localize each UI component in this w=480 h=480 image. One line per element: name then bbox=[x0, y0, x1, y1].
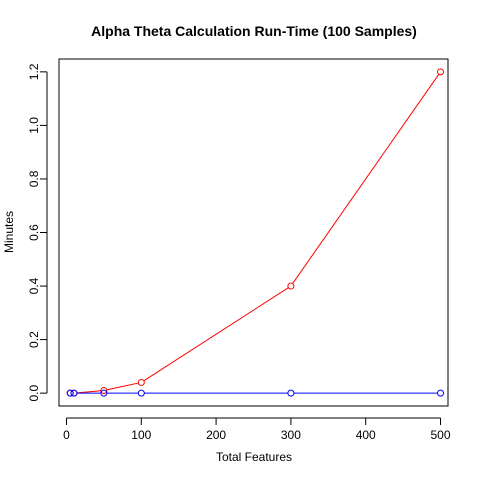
x-tick-label: 200 bbox=[206, 428, 226, 442]
x-tick-label: 400 bbox=[356, 428, 376, 442]
series-1-point bbox=[137, 389, 145, 397]
y-tick-label: 1.0 bbox=[27, 117, 41, 134]
series-0-segment bbox=[143, 287, 289, 382]
x-axis: 0 100 200 300 400 500 bbox=[63, 417, 451, 442]
series-1-point bbox=[100, 389, 108, 397]
series-1-point bbox=[437, 389, 445, 397]
y-tick-label: 0.8 bbox=[27, 170, 41, 187]
series-0-point bbox=[437, 68, 445, 76]
series-0-segment bbox=[292, 74, 440, 284]
series-0-segment bbox=[106, 382, 139, 391]
y-tick-label: 1.2 bbox=[27, 63, 41, 80]
x-tick-label: 0 bbox=[63, 428, 70, 442]
plot-frame bbox=[58, 58, 449, 407]
series-0-point bbox=[100, 386, 108, 394]
x-tick-label: 300 bbox=[281, 428, 301, 442]
series-0-segment bbox=[76, 390, 101, 394]
y-tick-label: 0.6 bbox=[27, 224, 41, 241]
y-axis: 0.0 0.2 0.4 0.6 0.8 1.0 1.2 bbox=[27, 63, 48, 401]
x-tick-label: 500 bbox=[431, 428, 451, 442]
series-points bbox=[66, 68, 445, 397]
x-tick-label: 100 bbox=[131, 428, 151, 442]
series-0-point bbox=[287, 282, 295, 290]
y-tick-label: 0.0 bbox=[27, 384, 41, 401]
series-1-point bbox=[70, 389, 78, 397]
y-tick-label: 0.4 bbox=[27, 277, 41, 294]
series-0-point bbox=[137, 378, 145, 386]
chart-title: Alpha Theta Calculation Run-Time (100 Sa… bbox=[91, 23, 417, 39]
series-lines bbox=[76, 74, 440, 394]
x-axis-label: Total Features bbox=[216, 450, 292, 464]
y-axis-label: Minutes bbox=[2, 211, 16, 253]
series-1-point bbox=[66, 389, 74, 397]
y-tick-label: 0.2 bbox=[27, 331, 41, 348]
series-1-point bbox=[287, 389, 295, 397]
